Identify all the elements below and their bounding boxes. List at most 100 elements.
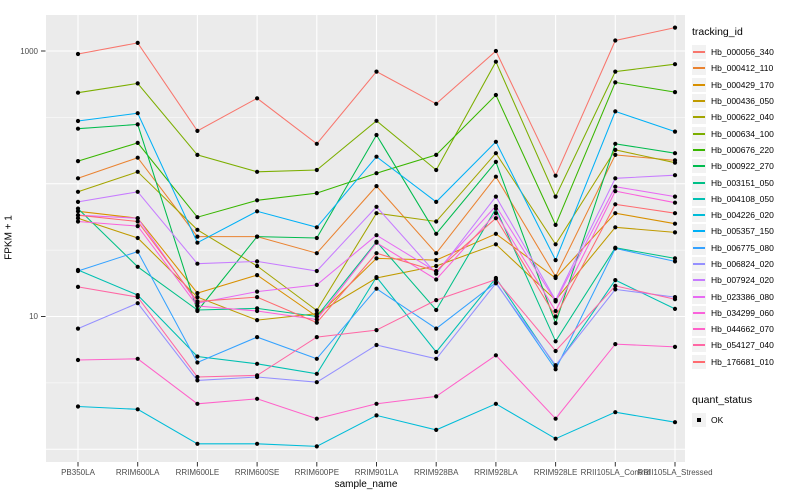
data-point [195,378,200,383]
data-point [672,344,678,349]
data-point [374,275,379,280]
data-point [374,328,379,333]
x-axis-title: sample_name [334,479,398,490]
data-point [135,140,140,145]
legend-key-swatch [692,354,706,369]
legend-item-label: Hb_006824_020 [711,259,774,269]
legend-quant-status: quant_status OK [692,394,800,428]
data-point [374,204,379,209]
legend-item-Hb_006824_020: Hb_006824_020 [692,256,800,272]
data-point [195,401,200,406]
data-point [613,141,618,146]
data-point [374,171,379,176]
data-point [195,374,200,380]
data-point [493,139,498,144]
legend-title-tracking-id: tracking_id [692,26,743,38]
data-point [195,360,200,365]
data-point [553,299,558,304]
data-point [434,268,439,274]
data-point [374,413,379,418]
legend-line-icon [693,148,705,151]
legend-key-swatch [692,240,706,255]
data-point [135,407,140,412]
data-point [493,401,498,406]
data-point [135,356,140,361]
legend-line-icon [693,279,705,282]
legend-line-icon [693,116,705,119]
data-point [374,69,379,74]
data-point [493,159,498,164]
data-point [613,225,618,230]
legend-line-icon [693,246,705,249]
data-point [493,216,498,221]
data-point [553,321,558,326]
y-tick-label: 10 [29,312,38,321]
legend-key-swatch [692,142,706,157]
legend-key-swatch [692,191,706,206]
data-point [135,122,140,127]
data-point [135,301,140,306]
data-point [613,410,618,415]
data-point [672,211,678,216]
data-point [255,259,260,264]
x-tick-label: RRII105LA_Stressed [637,468,713,477]
data-point [613,152,618,157]
data-point [613,109,618,114]
data-point [135,235,140,241]
legend-item-label: Hb_000056_340 [711,47,774,58]
data-point [374,132,379,138]
legend-item-label: Hb_000634_100 [711,128,774,139]
data-point [672,306,678,311]
legend-item-Hb_004226_020: Hb_004226_020 [692,207,800,223]
data-point [75,404,81,409]
data-point [75,189,81,194]
legend-key-swatch [692,257,706,271]
data-point [613,176,618,181]
data-point [314,371,319,376]
data-point [255,169,260,174]
data-point [374,240,379,245]
data-point [434,307,439,313]
data-point [314,416,319,421]
data-point [135,216,140,221]
data-point [672,129,678,134]
data-point [195,215,200,220]
data-point [493,59,498,64]
data-point [195,295,200,300]
legend-item-quant-ok: OK [692,412,800,428]
x-tick-label: RRIM928LA [474,468,518,477]
data-point [255,273,260,278]
legend-item-Hb_003151_050: Hb_003151_050 [692,174,800,190]
data-point [493,92,498,98]
data-point [75,357,81,363]
data-point [314,444,319,449]
data-point [75,219,81,224]
legend-item-Hb_006775_080: Hb_006775_080 [692,240,800,256]
data-point [493,277,498,282]
legend-item-label: Hb_054127_040 [711,340,774,351]
data-point [255,289,260,294]
y-axis-title: FPKM + 1 [3,215,15,260]
legend-line-icon [693,83,705,86]
legend-item-Hb_007924_020: Hb_007924_020 [692,272,800,288]
data-point [493,281,498,286]
data-point [672,297,678,302]
data-point [255,234,260,239]
data-point [672,194,678,199]
data-point [613,246,618,251]
data-point [374,233,379,238]
legend-item-Hb_000676_220: Hb_000676_220 [692,142,800,158]
data-point [135,40,140,46]
data-point [672,90,678,95]
data-point [553,367,558,372]
data-point [255,263,260,269]
data-point [195,128,200,133]
data-point [613,342,618,347]
x-tick-label: RRIM600LE [175,468,220,477]
x-tick-label: RRIM600LA [115,468,160,477]
legend-line-icon [693,214,705,217]
data-point [434,152,439,157]
legend-item-label: Hb_044662_070 [711,324,774,335]
legend-key-swatch [692,322,706,337]
data-point [553,258,558,263]
